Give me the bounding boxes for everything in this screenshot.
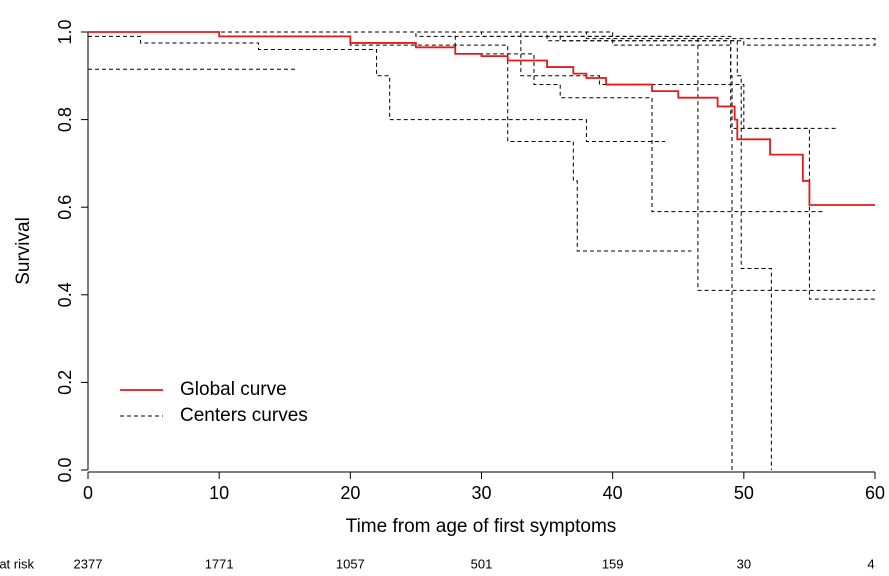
x-tick-label: 40: [603, 483, 623, 503]
y-tick-label: 0.0: [55, 457, 75, 482]
x-tick-label: 0: [83, 483, 93, 503]
x-axis-label: Time from age of first symptoms: [346, 516, 617, 537]
y-axis-label: Survival: [13, 217, 34, 285]
x-tick-label: 30: [471, 483, 491, 503]
risk-count: 159: [602, 556, 624, 571]
legend-label: Global curve: [180, 379, 287, 400]
y-tick-label: 0.6: [55, 195, 75, 220]
risk-count: 30: [737, 556, 751, 571]
center-curve: [88, 35, 666, 142]
center-curve: [88, 31, 876, 46]
x-tick-label: 50: [734, 483, 754, 503]
y-tick-label: 0.2: [55, 370, 75, 395]
x-tick-label: 20: [340, 483, 360, 503]
risk-count: 1771: [205, 556, 234, 571]
center-curve: [88, 31, 823, 213]
x-tick-label: 60: [865, 483, 885, 503]
risk-count: 4: [867, 556, 874, 571]
global-curve: [88, 31, 875, 206]
y-tick-label: 0.4: [55, 282, 75, 307]
risk-label: at risk: [0, 556, 34, 571]
y-tick-label: 1.0: [55, 19, 75, 44]
legend-label: Centers curves: [180, 405, 308, 426]
risk-count: 501: [471, 556, 493, 571]
center-curve: [88, 31, 772, 470]
y-tick-label: 0.8: [55, 107, 75, 132]
center-curve: [88, 31, 875, 300]
center-curve: [88, 31, 836, 129]
risk-count: 1057: [336, 556, 365, 571]
center-curve: [88, 31, 875, 291]
risk-count: 2377: [74, 556, 103, 571]
x-tick-label: 10: [209, 483, 229, 503]
